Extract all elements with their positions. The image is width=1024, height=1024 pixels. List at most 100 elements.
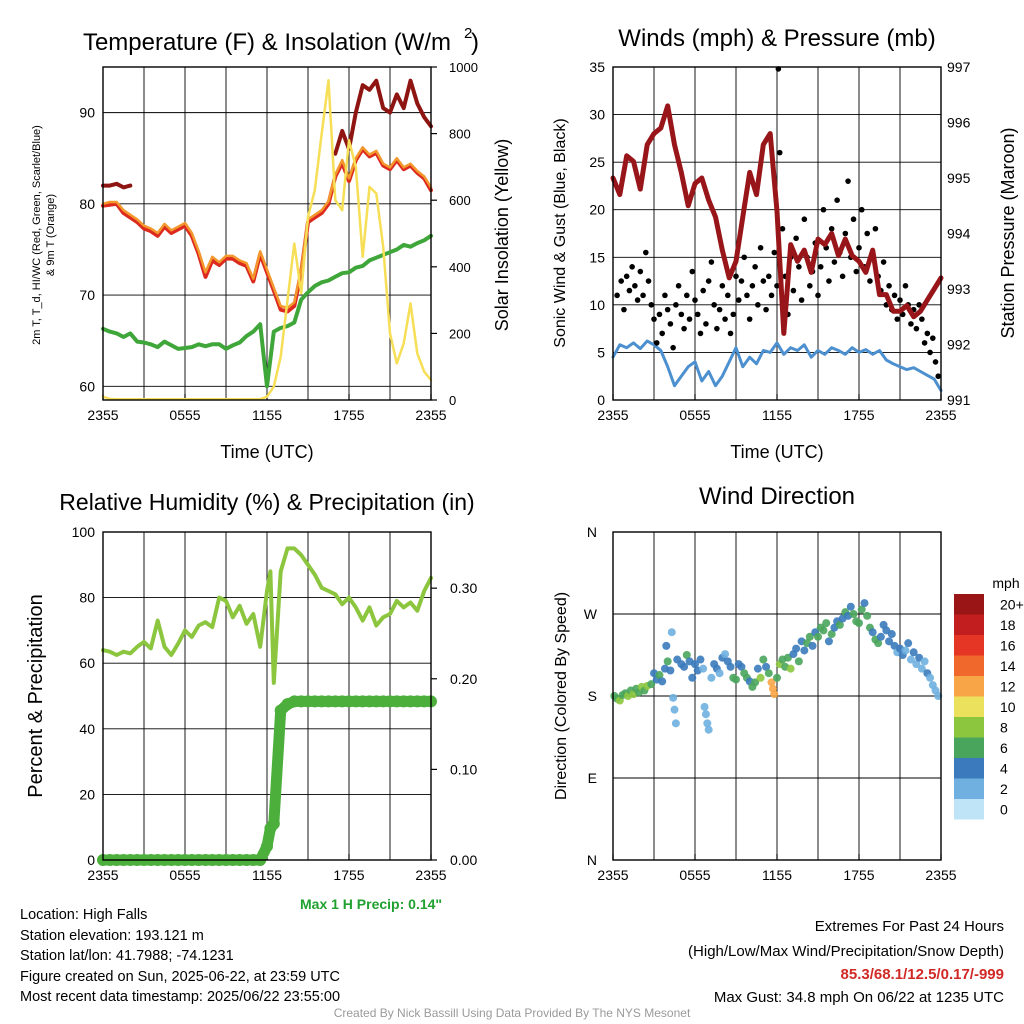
gust-point bbox=[651, 316, 657, 322]
rh-title: Relative Humidity (%) & Precipitation (i… bbox=[59, 489, 474, 515]
colorbar-label: 16 bbox=[1000, 637, 1016, 653]
direction-point bbox=[704, 725, 713, 734]
gust-point bbox=[779, 225, 786, 232]
wind-title: Winds (mph) & Pressure (mb) bbox=[618, 25, 935, 52]
wind-xtick-label: 1755 bbox=[843, 407, 874, 423]
gust-point bbox=[722, 316, 728, 322]
wind-ytick-label: 5 bbox=[597, 344, 605, 360]
gust-point bbox=[735, 297, 742, 303]
dir-ytick-label: S bbox=[588, 688, 597, 704]
direction-point bbox=[715, 669, 724, 678]
temp-y2tick-label: 400 bbox=[449, 260, 471, 275]
gust-point bbox=[621, 306, 627, 313]
gust-point bbox=[798, 297, 805, 303]
direction-point bbox=[680, 662, 689, 671]
direction-point bbox=[786, 664, 795, 673]
gust-point bbox=[766, 273, 772, 280]
gust-point bbox=[675, 283, 682, 289]
gust-point bbox=[930, 335, 936, 341]
direction-point bbox=[792, 644, 801, 653]
gust-point bbox=[749, 283, 756, 289]
temp-y2tick-label: 1000 bbox=[449, 60, 478, 75]
wind-y2tick-label: 996 bbox=[947, 115, 971, 131]
dir-xtick-label: 1755 bbox=[843, 867, 874, 883]
direction-point bbox=[767, 678, 776, 687]
station-latlon: Station lat/lon: 41.7988; -74.1231 bbox=[20, 948, 234, 964]
gust-point bbox=[793, 235, 799, 242]
wind-frame bbox=[612, 66, 942, 401]
gust-point bbox=[730, 311, 737, 318]
colorbar-swatch bbox=[954, 758, 984, 779]
rh-y2tick-label: 0.20 bbox=[450, 671, 477, 687]
gust-point bbox=[659, 330, 665, 337]
temp-ytick-label: 90 bbox=[79, 105, 95, 121]
data-timestamp: Most recent data timestamp: 2025/06/22 2… bbox=[20, 989, 341, 1005]
gust-point bbox=[755, 302, 761, 308]
station-location: Location: High Falls bbox=[20, 907, 148, 923]
gust-point bbox=[653, 340, 660, 346]
temp-xtick-label: 1755 bbox=[333, 407, 364, 423]
direction-point bbox=[663, 657, 672, 666]
station-info: Location: High Falls Station elevation: … bbox=[20, 905, 340, 1008]
dir-frame bbox=[612, 531, 942, 861]
wind-ytick-label: 20 bbox=[589, 202, 605, 218]
direction-point bbox=[773, 673, 781, 682]
gust-point bbox=[741, 254, 747, 261]
wind-ytick-label: 0 bbox=[597, 392, 605, 408]
direction-point bbox=[885, 637, 894, 646]
gust-point bbox=[645, 278, 652, 284]
gust-point bbox=[640, 292, 646, 299]
gust-point bbox=[664, 306, 671, 313]
colorbar-swatch bbox=[954, 614, 984, 635]
gust-point bbox=[850, 216, 857, 223]
gust-point bbox=[935, 373, 942, 380]
gust-point bbox=[894, 316, 901, 322]
dir-xtick-label: 1155 bbox=[762, 867, 792, 883]
dir-ytick-label: W bbox=[584, 606, 598, 622]
gust-point bbox=[733, 273, 739, 280]
direction-point bbox=[701, 710, 710, 719]
direction-point bbox=[700, 702, 709, 711]
gust-point bbox=[757, 244, 764, 251]
gust-point bbox=[697, 330, 704, 337]
temp-y2label: Solar Insolation (Yellow) bbox=[492, 139, 512, 331]
gust-point bbox=[902, 283, 909, 289]
gust-point bbox=[815, 292, 821, 299]
direction-point bbox=[759, 655, 768, 664]
gust-point bbox=[725, 292, 731, 299]
extremes-values: 85.3/68.1/12.5/0.17/-999 bbox=[840, 966, 1004, 983]
rh-xtick-label: 2355 bbox=[415, 867, 446, 883]
direction-point bbox=[912, 660, 921, 669]
direction-point bbox=[824, 637, 833, 646]
gust-point bbox=[891, 292, 898, 299]
temp-series-3 bbox=[101, 181, 133, 190]
direction-point bbox=[926, 673, 935, 682]
colorbar-label: 20+ bbox=[1000, 596, 1024, 612]
colorbar-label: 12 bbox=[1000, 678, 1016, 694]
colorbar-label: 6 bbox=[1000, 740, 1008, 756]
direction-point bbox=[696, 655, 705, 664]
gust-point bbox=[807, 283, 813, 289]
gust-point bbox=[790, 287, 797, 294]
rh-y2tick-label: 0.30 bbox=[450, 580, 477, 596]
colorbar-label: 8 bbox=[1000, 719, 1008, 735]
temp-title-close: ) bbox=[471, 29, 479, 56]
gust-point bbox=[744, 292, 750, 299]
temp-xlabel: Time (UTC) bbox=[220, 442, 313, 462]
direction-point bbox=[699, 664, 708, 673]
direction-point bbox=[770, 690, 779, 699]
gust-point bbox=[623, 273, 630, 280]
colorbar-swatch bbox=[954, 737, 984, 758]
direction-point bbox=[822, 619, 831, 628]
dir-ytick-label: N bbox=[587, 524, 597, 540]
temp-title-superscript: 2 bbox=[464, 25, 472, 42]
gust-point bbox=[796, 264, 802, 270]
dir-xtick-label: 2355 bbox=[597, 867, 628, 883]
wind-ytick-label: 10 bbox=[589, 297, 605, 313]
gust-point bbox=[872, 225, 879, 232]
gust-point bbox=[629, 264, 635, 270]
gust-point bbox=[921, 340, 928, 346]
gust-point bbox=[667, 321, 674, 327]
colorbar-label: 2 bbox=[1000, 781, 1008, 797]
rh-frame bbox=[102, 531, 432, 861]
